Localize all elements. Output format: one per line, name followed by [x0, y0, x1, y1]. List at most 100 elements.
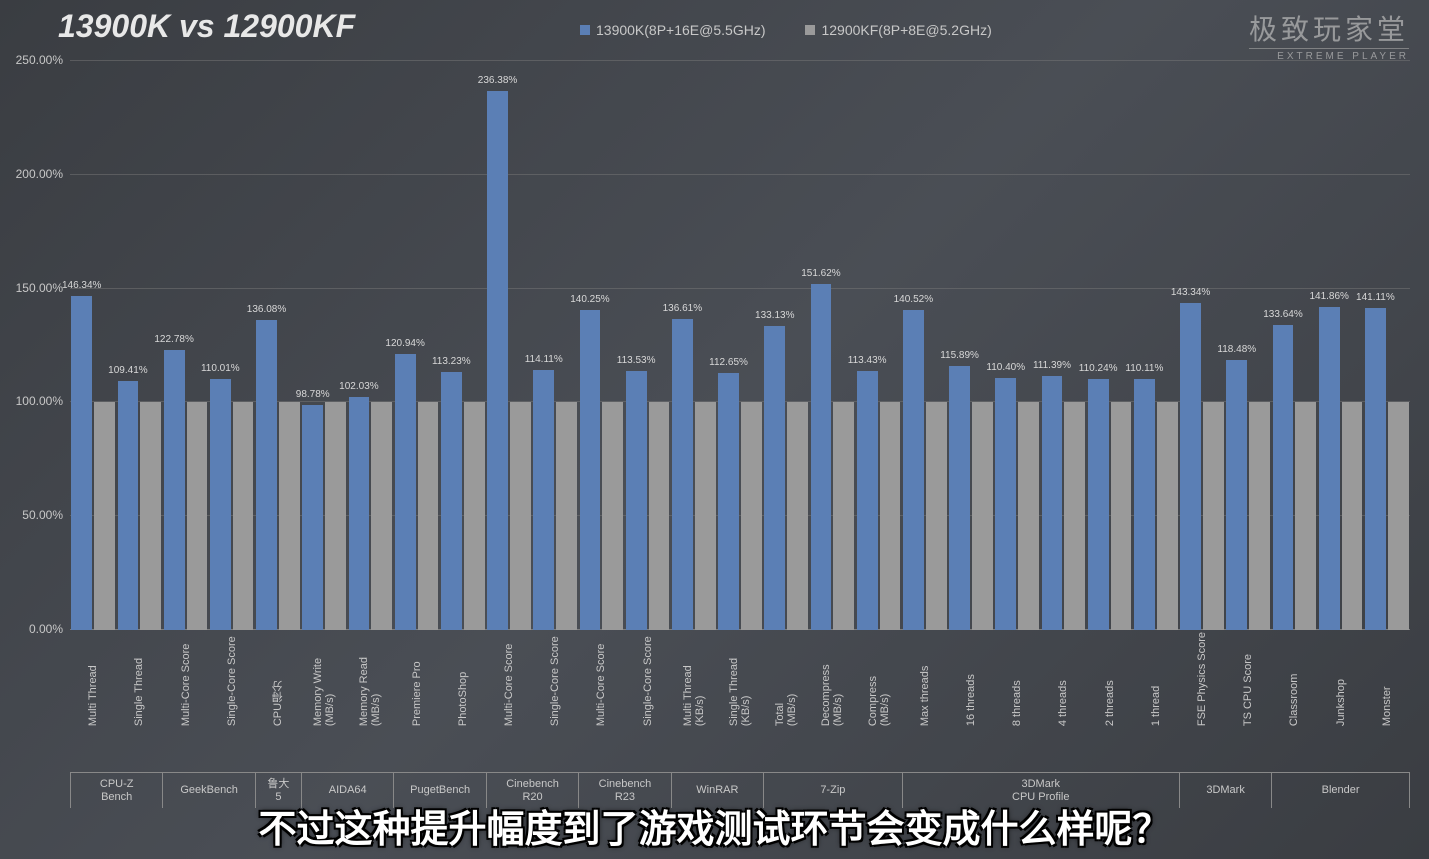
subtitle-caption: 不过这种提升幅度到了游戏测试环节会变成什么样呢？: [0, 798, 1429, 859]
bar-series2: [926, 402, 947, 630]
bar-value-label: 136.08%: [247, 304, 286, 315]
bar-series1: 133.13%: [764, 326, 785, 630]
bar-slot: 141.86%: [1317, 60, 1363, 630]
legend-item-2: 12900KF(8P+8E@5.2GHz): [805, 22, 991, 38]
bar-value-label: 110.40%: [986, 362, 1025, 373]
bar-value-label: 110.24%: [1079, 363, 1118, 374]
x-label: Multi-Core Score: [486, 632, 532, 726]
bar-series2: [233, 402, 254, 630]
bar-slot: 114.11%: [532, 60, 578, 630]
bar-series2: [880, 402, 901, 630]
bar-value-label: 109.41%: [108, 365, 147, 376]
watermark-cn: 极致玩家堂: [1249, 8, 1409, 48]
legend-item-1: 13900K(8P+16E@5.5GHz): [580, 22, 765, 38]
bar-slot: 151.62%: [809, 60, 855, 630]
x-label: 2 threads: [1086, 632, 1132, 726]
bar-value-label: 110.11%: [1125, 363, 1163, 374]
x-label: Single Thread: [116, 632, 162, 726]
bar-value-label: 120.94%: [385, 338, 424, 349]
x-label: TS CPU Score: [1225, 632, 1271, 726]
bar-series2: [556, 402, 577, 630]
bar-series1: 136.08%: [256, 320, 277, 630]
legend-label-2: 12900KF(8P+8E@5.2GHz): [821, 22, 991, 38]
bar-value-label: 146.34%: [62, 280, 101, 291]
bar-slot: 113.53%: [624, 60, 670, 630]
bar-series1: 110.01%: [210, 379, 231, 630]
bar-series1: 118.48%: [1226, 360, 1247, 630]
bar-slot: 110.01%: [209, 60, 255, 630]
bar-series1: 98.78%: [302, 405, 323, 630]
x-label: Single Thread (KB/s): [717, 632, 763, 726]
bar-series1: 110.11%: [1134, 379, 1155, 630]
bar-series2: [972, 402, 993, 630]
x-label: Junkshop: [1317, 632, 1363, 726]
x-label: 16 threads: [948, 632, 994, 726]
bar-series2: [602, 402, 623, 630]
bar-series1: 110.40%: [995, 378, 1016, 630]
bar-slot: 236.38%: [486, 60, 532, 630]
bar-series2: [94, 402, 115, 630]
bar-series1: 122.78%: [164, 350, 185, 630]
x-label: Max threads: [902, 632, 948, 726]
x-label: Single-Core Score: [624, 632, 670, 726]
bar-series1: 111.39%: [1042, 376, 1063, 630]
bars-container: 146.34%109.41% 122.78% 110.01% 136.08% 98.78…: [70, 60, 1410, 630]
bar-series2: [787, 402, 808, 630]
bar-series1: 102.03%: [349, 397, 370, 630]
bar-series2: [1342, 402, 1363, 630]
bar-series2: [187, 402, 208, 630]
bar-value-label: 115.89%: [940, 350, 979, 361]
x-label: Multi-Core Score: [162, 632, 208, 726]
bar-value-label: 113.23%: [432, 356, 471, 367]
bar-value-label: 102.03%: [339, 381, 378, 392]
x-label: Multi-Core Score: [578, 632, 624, 726]
bar-series2: [1064, 402, 1085, 630]
bar-series1: 151.62%: [811, 284, 832, 630]
bar-slot: 140.52%: [902, 60, 948, 630]
bar-slot: 140.25%: [578, 60, 624, 630]
bar-series2: [464, 402, 485, 630]
x-label: Premiere Pro: [393, 632, 439, 726]
bar-slot: 110.40%: [994, 60, 1040, 630]
bar-value-label: 140.25%: [570, 294, 609, 305]
bar-slot: 113.23%: [440, 60, 486, 630]
x-label: Memory Write (MB/s): [301, 632, 347, 726]
bar-series1: 113.43%: [857, 371, 878, 630]
bar-slot: 122.78%: [162, 60, 208, 630]
bar-value-label: 118.48%: [1217, 344, 1256, 355]
bar-series2: [741, 402, 762, 630]
x-label: Classroom: [1271, 632, 1317, 726]
y-tick-label: 200.00%: [8, 167, 63, 181]
x-label: CPU得分: [255, 632, 301, 726]
bar-slot: 133.64%: [1271, 60, 1317, 630]
bar-series2: [1249, 402, 1270, 630]
bar-slot: 133.13%: [763, 60, 809, 630]
watermark: 极致玩家堂 EXTREME PLAYER: [1249, 8, 1409, 62]
x-label: Multi Thread (KB/s): [671, 632, 717, 726]
bar-series2: [279, 402, 300, 630]
bar-value-label: 133.13%: [755, 310, 794, 321]
bar-series2: [1018, 402, 1039, 630]
bar-series1: 109.41%: [118, 381, 139, 630]
bar-value-label: 136.61%: [663, 303, 702, 314]
x-label: Compress (MB/s): [855, 632, 901, 726]
bar-value-label: 122.78%: [154, 334, 193, 345]
bar-series2: [1157, 402, 1178, 630]
bar-slot: 146.34%: [70, 60, 116, 630]
bar-value-label: 236.38%: [478, 75, 517, 86]
x-label: Single-Core Score: [532, 632, 578, 726]
bar-slot: 141.11%: [1364, 60, 1410, 630]
bar-value-label: 113.43%: [848, 355, 887, 366]
bar-slot: 136.61%: [671, 60, 717, 630]
y-tick-label: 50.00%: [8, 508, 63, 522]
bar-series1: 115.89%: [949, 366, 970, 630]
x-label: FSE Physics Score: [1179, 632, 1225, 726]
bar-slot: 110.11%: [1133, 60, 1179, 630]
bar-value-label: 141.11%: [1356, 292, 1395, 303]
bar-series1: 110.24%: [1088, 379, 1109, 630]
bar-slot: 118.48%: [1225, 60, 1271, 630]
bar-series2: [649, 402, 670, 630]
bar-series2: [140, 402, 161, 630]
y-tick-label: 100.00%: [8, 394, 63, 408]
x-label: Single-Core Score: [209, 632, 255, 726]
